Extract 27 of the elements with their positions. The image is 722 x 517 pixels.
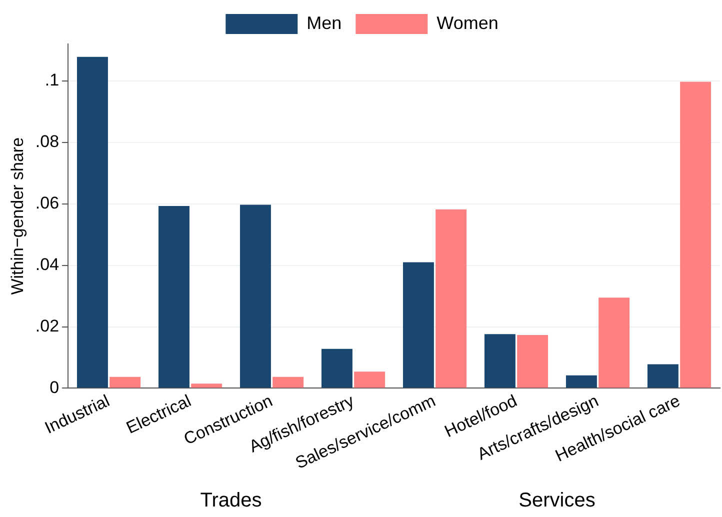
bar bbox=[402, 262, 434, 388]
y-axis-title: Within−gender share bbox=[8, 137, 27, 295]
bar bbox=[484, 334, 516, 388]
text: Trades bbox=[200, 490, 262, 512]
y-tick-label: .06 bbox=[35, 194, 60, 213]
bar bbox=[598, 298, 630, 388]
bar bbox=[191, 384, 222, 388]
bar bbox=[321, 348, 352, 388]
bar bbox=[647, 364, 678, 388]
text: Services bbox=[518, 490, 596, 512]
y-tick-label: .08 bbox=[35, 132, 60, 152]
bar bbox=[76, 56, 108, 388]
y-tick-label: .02 bbox=[35, 316, 60, 336]
legend-label: Women bbox=[436, 12, 498, 33]
bar bbox=[272, 376, 304, 388]
bar bbox=[110, 376, 141, 388]
bar bbox=[240, 204, 271, 388]
y-tick-label: .04 bbox=[35, 254, 60, 274]
bar bbox=[517, 335, 548, 388]
bar bbox=[680, 82, 712, 388]
legend-label: Men bbox=[306, 12, 342, 33]
bar bbox=[436, 209, 467, 388]
bar bbox=[566, 375, 597, 388]
bar bbox=[354, 372, 386, 388]
bar bbox=[158, 206, 190, 388]
y-tick-label: 0 bbox=[50, 378, 60, 397]
y-tick-label: .1 bbox=[44, 70, 60, 90]
